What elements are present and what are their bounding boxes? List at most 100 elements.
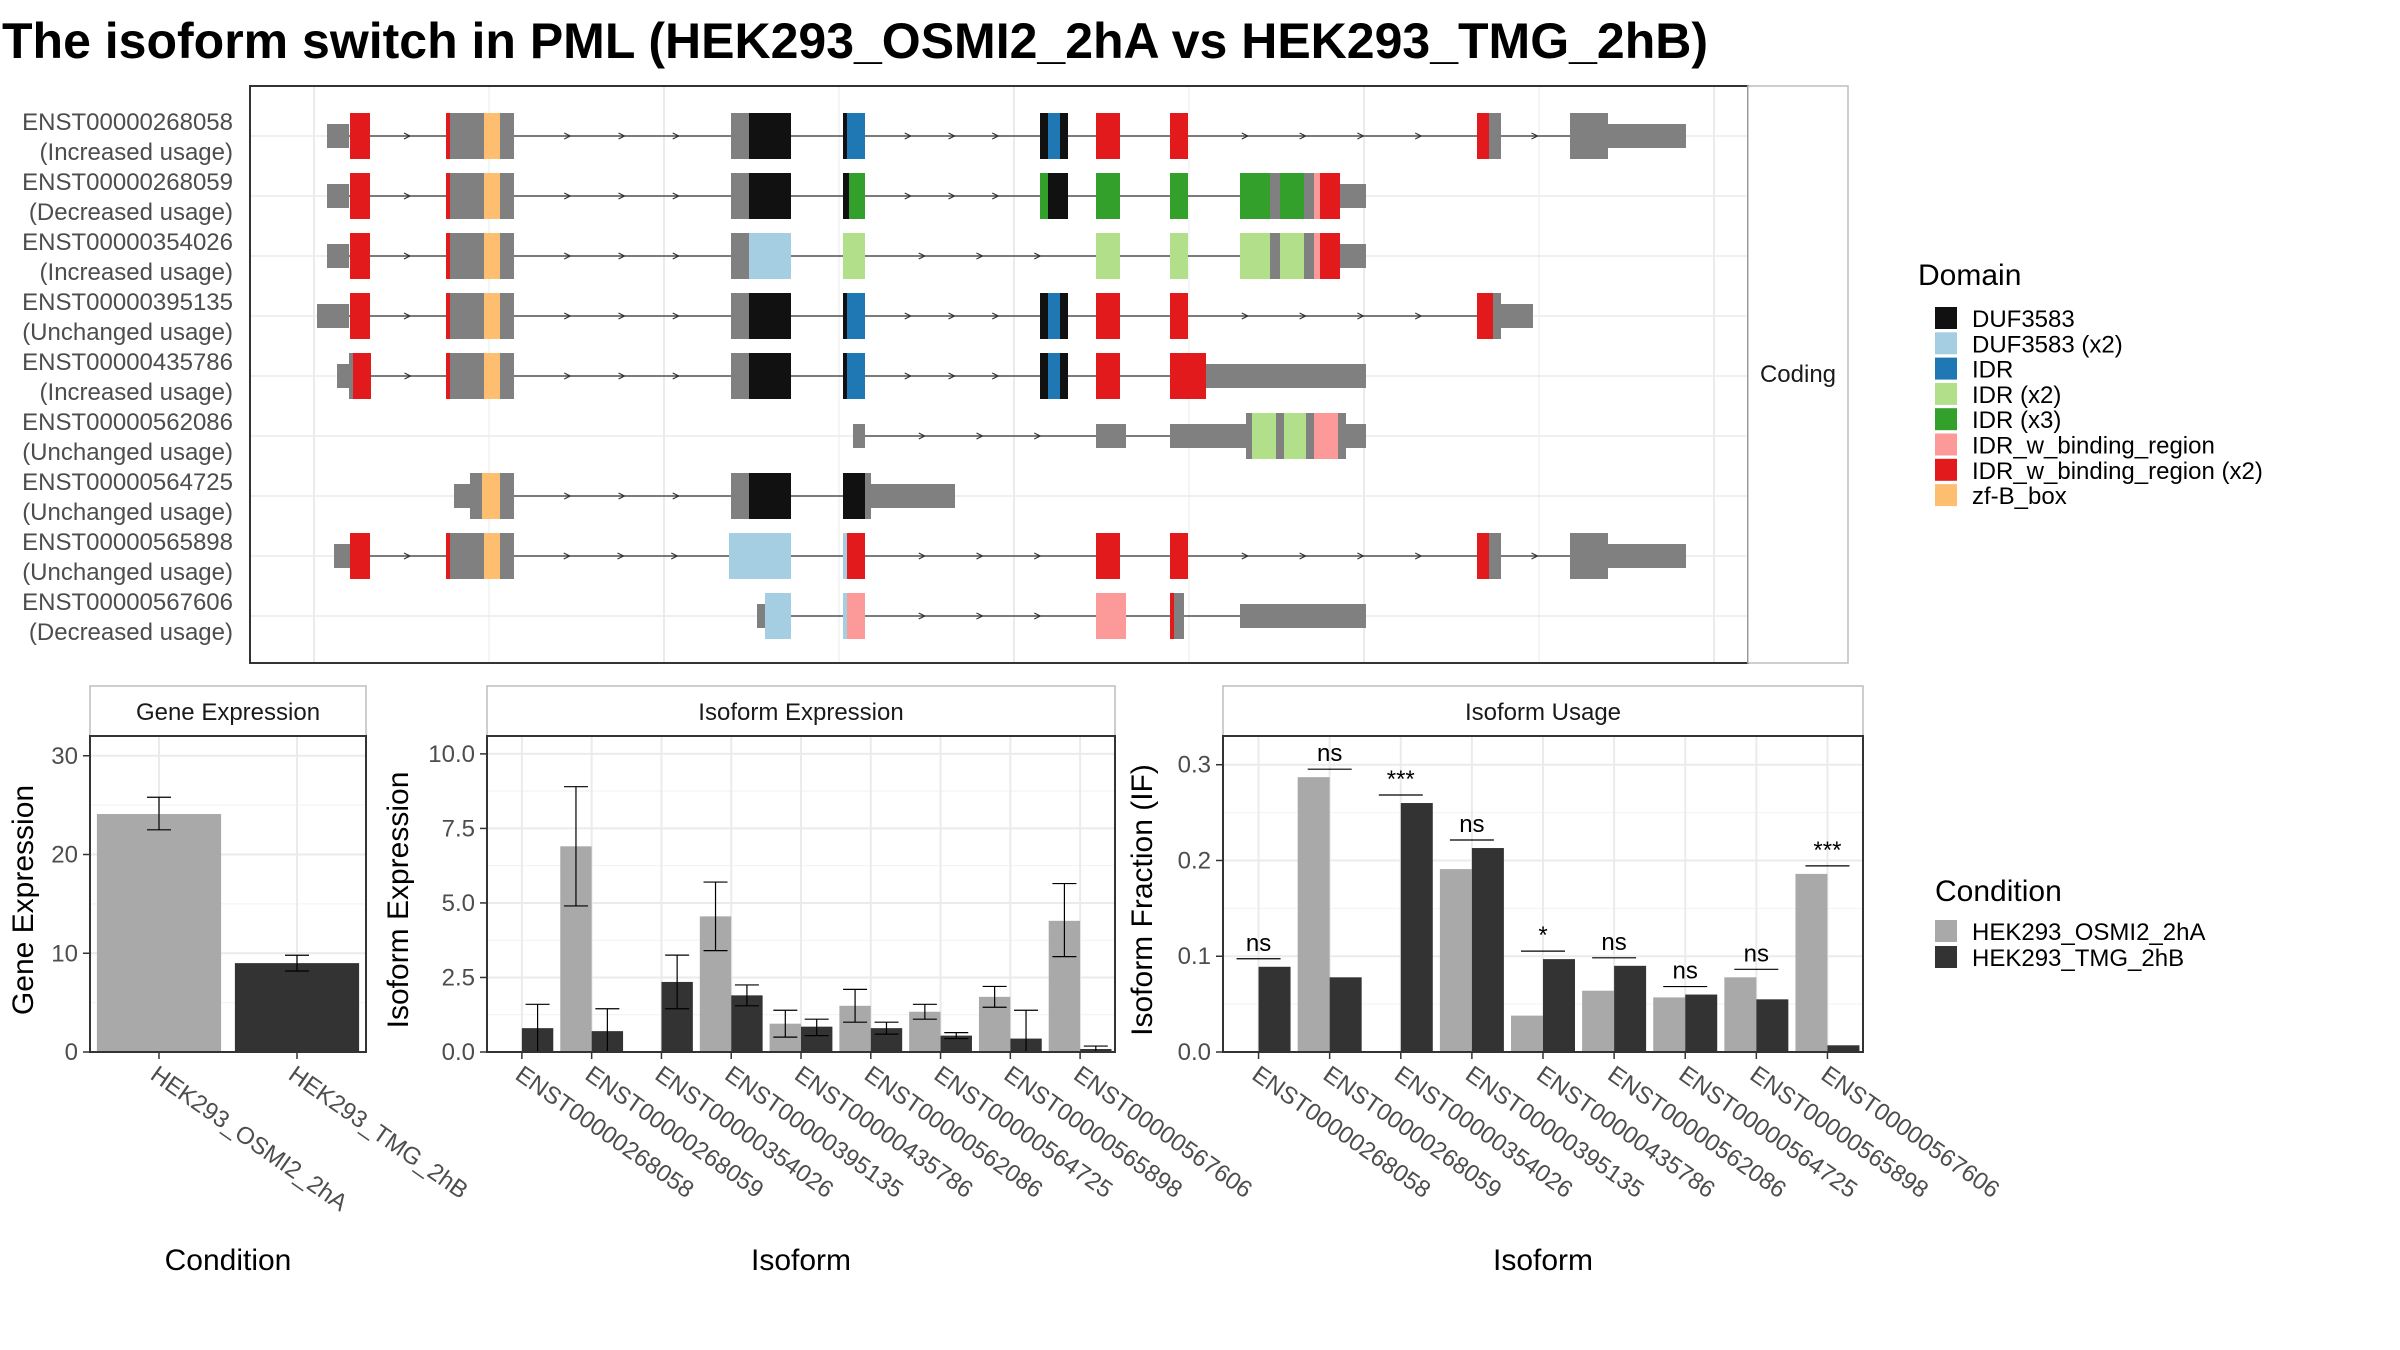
isoform-usage-label: (Decreased usage): [29, 619, 233, 646]
isoform-expression-panel: Isoform Expression 0.02.55.07.510.0ENST0…: [382, 685, 1257, 1277]
intron-arrow: [617, 552, 625, 560]
domain-legend-label: IDR: [1972, 357, 2013, 384]
exon-block: [757, 604, 765, 628]
exon-block: [1170, 293, 1188, 339]
bar: [1582, 990, 1615, 1052]
intron-arrow: [404, 372, 412, 380]
domain-legend-key: [1935, 458, 1957, 481]
exon-block: [450, 533, 484, 579]
bar: [1511, 1015, 1543, 1052]
significance-label: ns: [1459, 811, 1484, 838]
transcript-track: [757, 593, 1366, 639]
intron-arrow: [403, 252, 412, 260]
y-tick-label: 2.5: [442, 964, 475, 991]
intron-arrow: [618, 132, 626, 140]
intron-arrow: [1241, 132, 1250, 140]
bar: [96, 814, 222, 1052]
intron-arrow: [976, 252, 984, 260]
condition-legend-title: Condition: [1935, 875, 2062, 908]
isoform-id-label: ENST00000567606: [22, 589, 233, 616]
exon-block: [500, 533, 514, 579]
usage-strip-title: Isoform Usage: [1465, 699, 1621, 726]
exon-block: [1320, 233, 1340, 279]
isoform-id-label: ENST00000565898: [22, 529, 233, 556]
exon-block: [1501, 304, 1533, 328]
intron-arrow: [918, 612, 927, 620]
exon-block: [843, 353, 847, 399]
exon-block: [1608, 124, 1686, 148]
intron-arrow: [403, 132, 412, 140]
intron-arrow: [948, 312, 956, 320]
condition-legend-key: [1935, 946, 1957, 968]
exon-block: [843, 593, 847, 639]
y-tick-label: 10: [51, 940, 78, 967]
intron-arrow: [618, 492, 626, 500]
exon-block: [484, 353, 500, 399]
exon-block: [350, 293, 370, 339]
bar: [234, 963, 360, 1052]
exon-block: [484, 233, 500, 279]
domain-legend-label: IDR_w_binding_region: [1972, 433, 2215, 460]
intron-arrow: [1033, 612, 1042, 620]
exon-block: [849, 173, 865, 219]
exon-block: [484, 293, 500, 339]
exon-block: [1346, 424, 1366, 448]
exon-block: [1096, 353, 1120, 399]
exon-block: [1096, 293, 1120, 339]
intron-arrow: [672, 192, 681, 200]
gene-x-label: Condition: [165, 1244, 292, 1277]
exon-block: [450, 353, 484, 399]
intron-arrow: [948, 132, 956, 140]
intron-arrow: [948, 192, 956, 200]
exon-block: [749, 533, 791, 579]
intron-arrow: [1033, 432, 1042, 440]
exon-block: [1170, 593, 1174, 639]
exon-block: [1280, 233, 1304, 279]
y-tick-label: 5.0: [442, 890, 475, 917]
exon-block: [1608, 544, 1686, 568]
exon-block: [484, 173, 500, 219]
intron-arrow: [976, 432, 984, 440]
y-tick-label: 7.5: [442, 815, 475, 842]
exon-block: [350, 113, 370, 159]
exon-block: [847, 113, 865, 159]
exon-block: [731, 353, 749, 399]
bar: [1614, 965, 1647, 1052]
domain-legend-label: IDR_w_binding_region (x2): [1972, 458, 2263, 485]
bar: [1827, 1045, 1860, 1052]
exon-block: [1570, 113, 1608, 159]
transcript-track: [327, 233, 1366, 279]
iso-x-label: Isoform: [751, 1244, 851, 1277]
exon-block: [731, 293, 749, 339]
domain-legend-label: IDR (x2): [1972, 382, 2061, 409]
isoform-usage-label: (Increased usage): [40, 259, 233, 286]
intron-arrow: [904, 312, 913, 320]
domain-legend-key: [1935, 433, 1957, 456]
exon-block: [1170, 353, 1206, 399]
exon-block: [1340, 244, 1366, 268]
gene-strip-title: Gene Expression: [136, 699, 320, 726]
intron-arrow: [991, 312, 1000, 320]
usage-y-label: Isoform Fraction (IF): [1126, 764, 1159, 1036]
exon-block: [731, 233, 749, 279]
exon-block: [1320, 173, 1340, 219]
bar: [1439, 869, 1472, 1052]
isoform-usage-label: (Increased usage): [40, 139, 233, 166]
exon-block: [446, 173, 450, 219]
exon-block: [1170, 173, 1188, 219]
y-tick-label: 0.3: [1178, 752, 1211, 779]
isoform-id-label: ENST00000268059: [22, 169, 233, 196]
exon-block: [749, 233, 791, 279]
exon-block: [1048, 293, 1060, 339]
y-tick-label: 20: [51, 842, 78, 869]
exon-block: [843, 173, 849, 219]
exon-block: [1314, 233, 1320, 279]
intron-arrow: [1531, 552, 1539, 560]
exon-block: [317, 304, 349, 328]
exon-block: [500, 113, 514, 159]
bar: [1724, 977, 1757, 1052]
exon-block: [847, 293, 865, 339]
exon-block: [1096, 233, 1120, 279]
exon-block: [1306, 413, 1314, 459]
